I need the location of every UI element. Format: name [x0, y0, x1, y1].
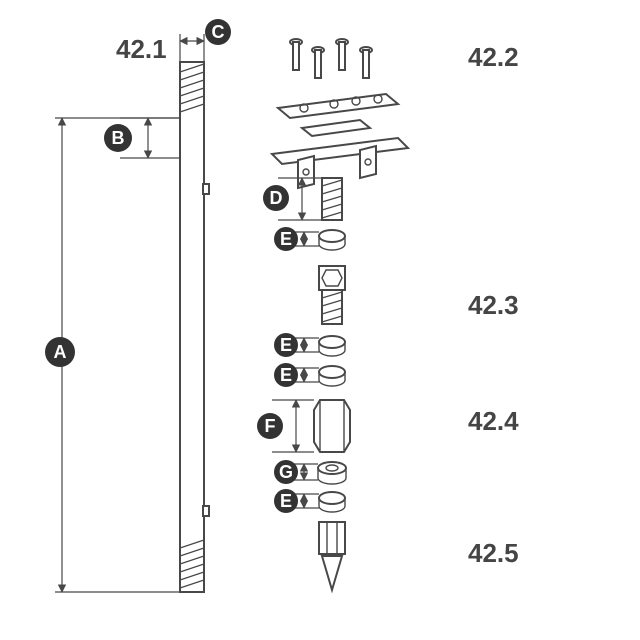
hex-bolt: [319, 266, 345, 324]
label-42-3: 42.3: [468, 290, 519, 320]
spacer-F: [314, 400, 350, 452]
washer-E2: [319, 336, 345, 356]
badge-C: C: [212, 22, 225, 42]
badge-E3: E: [280, 365, 292, 385]
dimension-A: A: [45, 118, 180, 592]
dimension-G: G: [274, 460, 318, 484]
dimension-E2: E: [274, 333, 319, 357]
badge-G: G: [279, 462, 293, 482]
badge-D: D: [270, 188, 283, 208]
dimension-C: C: [180, 19, 231, 62]
label-42-2: 42.2: [468, 42, 519, 72]
washer-E1: [319, 230, 345, 250]
badge-E2: E: [280, 335, 292, 355]
dimension-B: B: [104, 118, 180, 158]
washer-E3: [319, 366, 345, 386]
washer-E4: [319, 492, 345, 512]
hex-tip: [319, 522, 345, 590]
bolt-D: [322, 178, 342, 220]
rod-assembly: [180, 62, 209, 592]
dimension-E1: E: [274, 227, 319, 251]
label-42-5: 42.5: [468, 538, 519, 568]
washer-G: [318, 462, 346, 484]
exploded-assembly: D E E: [257, 39, 408, 590]
dimension-F: F: [257, 400, 314, 452]
bracket: [272, 94, 408, 188]
badge-E1: E: [280, 229, 292, 249]
label-42-4: 42.4: [468, 406, 519, 436]
top-screws: [290, 39, 372, 78]
badge-E4: E: [280, 491, 292, 511]
badge-F: F: [265, 416, 276, 436]
label-42-1: 42.1: [116, 34, 167, 64]
dimension-E4: E: [274, 489, 319, 513]
badge-A: A: [54, 342, 67, 362]
badge-B: B: [112, 128, 125, 148]
dimension-E3: E: [274, 363, 319, 387]
